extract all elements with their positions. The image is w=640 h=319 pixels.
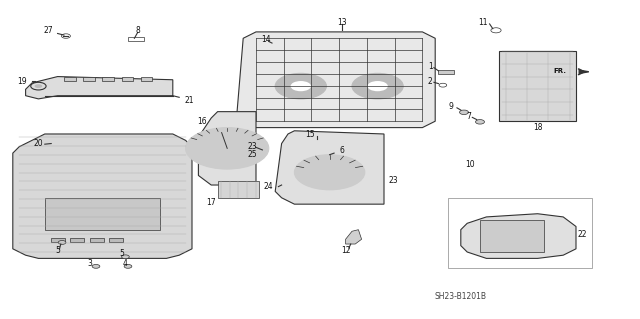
Text: 27: 27 [43, 26, 53, 35]
Text: 11: 11 [479, 18, 488, 27]
Bar [438, 70, 454, 74]
Circle shape [460, 110, 468, 115]
Bar [64, 77, 76, 81]
Text: 21: 21 [184, 96, 193, 105]
Circle shape [367, 81, 388, 91]
Polygon shape [230, 32, 435, 128]
Circle shape [35, 84, 42, 88]
Text: 15: 15 [305, 130, 316, 139]
Bar [83, 77, 95, 81]
Circle shape [92, 264, 100, 268]
Polygon shape [26, 77, 173, 99]
Polygon shape [198, 112, 256, 185]
Text: 23: 23 [388, 176, 399, 185]
Text: 10: 10 [465, 160, 476, 169]
Bar [51, 238, 65, 242]
Circle shape [476, 120, 484, 124]
Text: 13: 13 [337, 18, 348, 27]
Polygon shape [346, 230, 362, 244]
Polygon shape [461, 214, 576, 258]
Bar [448, 198, 592, 268]
Circle shape [352, 73, 403, 99]
Text: 5: 5 [55, 246, 60, 255]
Text: 25: 25 [248, 150, 258, 159]
Bar [122, 77, 133, 81]
Text: 5: 5 [119, 249, 124, 258]
Bar [45, 198, 160, 230]
Bar [102, 77, 114, 81]
Text: 2: 2 [428, 77, 433, 86]
Text: 6: 6 [340, 146, 345, 155]
Text: 17: 17 [206, 198, 216, 207]
Text: 4: 4 [122, 259, 127, 268]
Bar [499, 51, 576, 121]
Text: 24: 24 [264, 182, 274, 191]
Bar [70, 238, 84, 242]
Circle shape [294, 155, 365, 190]
Text: 3: 3 [87, 259, 92, 268]
Polygon shape [13, 134, 192, 258]
Bar [90, 238, 104, 242]
Text: 1: 1 [428, 63, 433, 71]
Circle shape [275, 73, 326, 99]
Text: 12: 12 [341, 246, 350, 255]
Text: 20: 20 [33, 139, 44, 148]
Bar [128, 37, 144, 41]
Bar [109, 238, 123, 242]
Circle shape [186, 128, 269, 169]
Circle shape [124, 264, 132, 268]
Bar [141, 77, 152, 81]
Text: 16: 16 [196, 117, 207, 126]
Text: FR.: FR. [554, 68, 566, 74]
Text: 23: 23 [248, 142, 258, 151]
Bar [218, 181, 259, 198]
Text: SH23-B1201B: SH23-B1201B [435, 292, 487, 301]
Text: 18: 18 [533, 123, 542, 132]
Text: 19: 19 [17, 77, 28, 86]
Bar [480, 220, 544, 252]
Polygon shape [275, 131, 384, 204]
Text: 8: 8 [135, 26, 140, 35]
Text: 9: 9 [449, 102, 454, 111]
Circle shape [58, 241, 66, 244]
Circle shape [291, 81, 311, 91]
Text: 22: 22 [578, 230, 587, 239]
Text: 14: 14 [260, 35, 271, 44]
Polygon shape [579, 70, 589, 73]
Circle shape [122, 255, 129, 259]
Text: 7: 7 [466, 112, 471, 121]
